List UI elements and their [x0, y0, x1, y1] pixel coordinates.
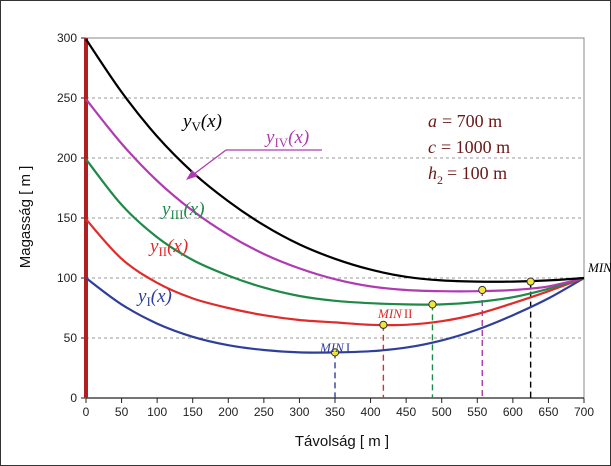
- series-label-iv: yIV(x): [264, 127, 309, 150]
- y-tick-label-6: 300: [57, 31, 77, 45]
- x-tick-label-9: 450: [396, 405, 416, 419]
- param-h2-value: = 100 m: [447, 163, 507, 183]
- x-tick-label-4: 200: [218, 405, 238, 419]
- min-label-2: MIN II: [377, 306, 413, 321]
- param-a-name: a: [428, 111, 437, 131]
- series-label-iv-base: y: [264, 127, 275, 148]
- min-label-1-text: MIN: [319, 340, 345, 355]
- param-a: a = 700 m: [428, 111, 502, 131]
- series-label-i-sub: I: [146, 294, 150, 309]
- series-label-i-base: y: [136, 286, 147, 307]
- min-label-5: MINV: [587, 260, 611, 275]
- param-c-value: = 1000 m: [441, 137, 510, 157]
- param-h2-name: h: [428, 163, 437, 183]
- min-label-1: MIN I: [319, 340, 350, 355]
- x-tick-label-11: 550: [467, 405, 487, 419]
- x-tick-label-5: 250: [254, 405, 274, 419]
- min-point-1: [330, 348, 340, 357]
- y-tick-label-3: 150: [57, 211, 77, 225]
- min-point-4: [478, 285, 487, 295]
- param-a-value: = 700 m: [442, 111, 502, 131]
- series-label-iii-sub: III: [170, 207, 183, 222]
- y-tick-label-4: 200: [57, 151, 77, 165]
- series-label-i-suffix: (x): [151, 286, 172, 307]
- min-point-3: [428, 300, 437, 309]
- series-label-i: yI(x): [136, 286, 172, 309]
- x-tick-label-0: 0: [83, 405, 90, 419]
- y-axis-title: Magasság [ m ]: [17, 166, 34, 269]
- x-tick-label-13: 650: [538, 405, 558, 419]
- param-h2: h2 = 100 m: [428, 163, 507, 187]
- series-lines: [85, 38, 585, 354]
- min-labels: MINIMINIIMINV: [319, 260, 611, 355]
- series-line-iv: [85, 98, 585, 293]
- x-tick-label-6: 300: [289, 405, 309, 419]
- x-tick-label-2: 100: [147, 405, 167, 419]
- param-c-name: c: [428, 137, 436, 157]
- iv-pointer-arrowhead: [186, 170, 198, 180]
- x-tick-label-10: 500: [432, 405, 452, 419]
- x-tick-label-3: 150: [183, 405, 203, 419]
- series-label-v: yV(x): [181, 111, 222, 134]
- series-label-v-sub: V: [191, 119, 201, 134]
- x-tick-label-8: 400: [361, 405, 381, 419]
- series-label-v-suffix: (x): [201, 111, 222, 132]
- param-c: c = 1000 m: [428, 137, 510, 157]
- series-label-ii-suffix: (x): [167, 236, 188, 257]
- min-point-5: [526, 277, 535, 286]
- series-line-ii: [85, 218, 585, 327]
- series-label-iii-suffix: (x): [183, 199, 204, 220]
- y-tick-label-2: 100: [57, 271, 77, 285]
- y-tick-label-5: 250: [57, 91, 77, 105]
- x-tick-labels: 0 50 100 150 200 250 300 350 400 450 500 550 600 650 7…: [83, 405, 595, 419]
- x-axis-title: Távolság [ m ]: [295, 433, 389, 450]
- x-tick-label-14: 700: [574, 405, 594, 419]
- series-labels: yI(x)yII(x)yIII(x)yIV(x)yV(x): [136, 111, 309, 309]
- y-tick-labels: 0 50 100 150 200 250 300: [57, 31, 77, 405]
- x-tick-label-1: 50: [115, 405, 129, 419]
- series-label-ii: yII(x): [148, 236, 188, 259]
- series-line-iii: [85, 158, 585, 306]
- min-label-1-roman: I: [346, 340, 350, 355]
- series-label-iv-suffix: (x): [288, 127, 309, 148]
- x-tick-label-7: 350: [325, 405, 345, 419]
- series-line-v: [85, 38, 585, 283]
- y-tick-label-0: 0: [70, 391, 77, 405]
- min-point-2: [379, 320, 388, 329]
- series-label-v-base: y: [181, 111, 192, 132]
- x-tick-label-12: 600: [503, 405, 523, 419]
- series-label-iii-base: y: [160, 199, 171, 220]
- series-label-iii: yIII(x): [160, 199, 205, 222]
- iv-pointer-arrow: [189, 149, 227, 178]
- min-label-2-roman: II: [404, 306, 413, 321]
- min-drop-lines: [334, 281, 532, 398]
- param-h2-sub: 2: [437, 173, 443, 187]
- y-tick-label-1: 50: [64, 331, 78, 345]
- min-label-5-text: MIN: [587, 260, 611, 275]
- series-label-ii-sub: II: [158, 244, 167, 259]
- series-label-iv-sub: IV: [274, 135, 288, 150]
- min-label-2-text: MIN: [377, 306, 403, 321]
- series-label-ii-base: y: [148, 236, 159, 257]
- min-points: [330, 277, 535, 357]
